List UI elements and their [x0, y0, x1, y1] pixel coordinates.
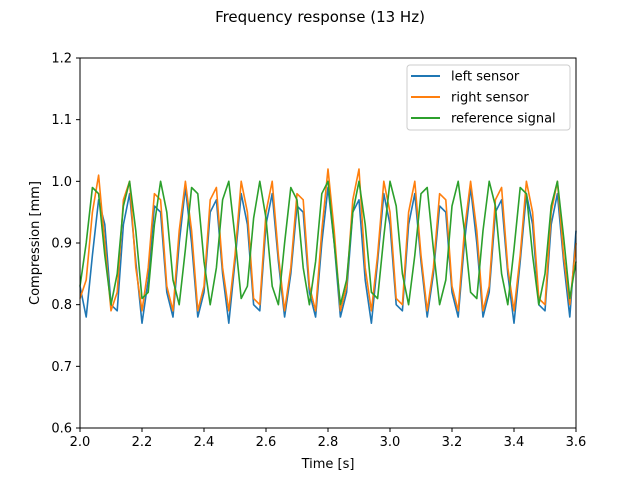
x-axis-label: Time [s] — [301, 457, 355, 472]
x-tick-label: 3.4 — [504, 435, 525, 450]
plot-lines — [79, 168, 577, 325]
y-tick-label: 1.2 — [51, 52, 72, 67]
legend-label: right sensor — [451, 91, 529, 106]
y-axis-label: Compression [mm] — [28, 181, 43, 305]
x-tick-label: 3.2 — [442, 435, 463, 450]
legend: left sensor right sensor reference signal — [406, 64, 571, 131]
x-tick-label: 2.8 — [318, 435, 339, 450]
series-line-reference-signal — [79, 180, 577, 306]
x-tick-label: 2.6 — [256, 435, 277, 450]
legend-label: reference signal — [451, 112, 556, 127]
y-tick-label: 0.9 — [51, 237, 72, 252]
y-tick-label: 1.1 — [51, 113, 72, 128]
y-tick-label: 0.7 — [51, 360, 72, 375]
x-tick-label: 3.6 — [566, 435, 587, 450]
y-axis: 0.6 0.7 0.8 0.9 1.0 1.1 1.2 — [51, 52, 80, 437]
legend-box — [406, 64, 571, 131]
x-axis: 2.0 2.2 2.4 2.6 2.8 3.0 3.2 3.4 3.6 — [70, 428, 587, 450]
y-tick-label: 0.8 — [51, 298, 72, 313]
x-tick-label: 2.0 — [70, 435, 91, 450]
chart-title: Frequency response (13 Hz) — [215, 8, 425, 26]
y-tick-label: 1.0 — [51, 175, 72, 190]
y-tick-label: 0.6 — [51, 422, 72, 437]
legend-label: left sensor — [451, 70, 520, 85]
series-line-right-sensor — [79, 168, 577, 312]
x-tick-label: 2.4 — [194, 435, 215, 450]
x-tick-label: 2.2 — [132, 435, 153, 450]
x-tick-label: 3.0 — [380, 435, 401, 450]
